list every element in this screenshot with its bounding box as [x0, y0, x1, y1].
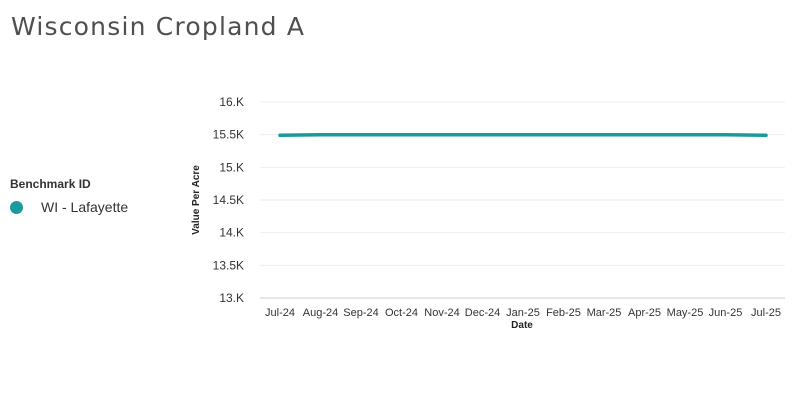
y-tick-label: 16.K [219, 95, 244, 109]
y-tick-label: 13.5K [213, 258, 244, 272]
grid-lines [260, 101, 785, 299]
x-tick-label: Feb-25 [546, 307, 581, 319]
x-tick-label: May-25 [667, 307, 704, 319]
y-tick-label: 15.5K [213, 128, 244, 142]
y-tick-label: 15.K [219, 160, 244, 174]
x-tick-label: Sep-24 [343, 307, 378, 319]
y-tick-label: 14.K [219, 226, 244, 240]
y-axis-title: Value Per Acre [191, 165, 202, 235]
x-tick-label: Aug-24 [303, 307, 338, 319]
x-axis-title: Date [511, 320, 533, 331]
y-axis-ticks: 13.K 13.5K 14.K 14.5K 15.K 15.5K 16.K [213, 95, 244, 305]
legend-item-label: WI - Lafayette [41, 199, 129, 215]
x-tick-label: Jul-25 [751, 307, 781, 319]
legend-title: Benchmark ID [10, 177, 91, 191]
series-line[interactable] [278, 132, 768, 138]
legend-swatch-icon [10, 200, 23, 214]
series-layer [278, 132, 768, 138]
x-tick-label: Jan-25 [506, 307, 540, 319]
x-tick-label: Jul-24 [265, 307, 295, 319]
x-tick-label: Mar-25 [587, 307, 622, 319]
legend: Benchmark ID WI - Lafayette [10, 177, 128, 215]
x-tick-label: Nov-24 [424, 307, 459, 319]
page-title: Wisconsin Cropland A [11, 12, 306, 41]
legend-item[interactable]: WI - Lafayette [10, 199, 128, 215]
x-tick-label: Apr-25 [628, 307, 661, 319]
y-tick-label: 13.K [219, 291, 244, 305]
x-tick-label: Dec-24 [465, 307, 500, 319]
x-tick-label: Jun-25 [709, 307, 743, 319]
y-tick-label: 14.5K [213, 193, 244, 207]
x-axis-ticks: Jul-24 Aug-24 Sep-24 Oct-24 Nov-24 Dec-24 Jan-… [265, 307, 781, 319]
x-tick-label: Oct-24 [385, 307, 418, 319]
